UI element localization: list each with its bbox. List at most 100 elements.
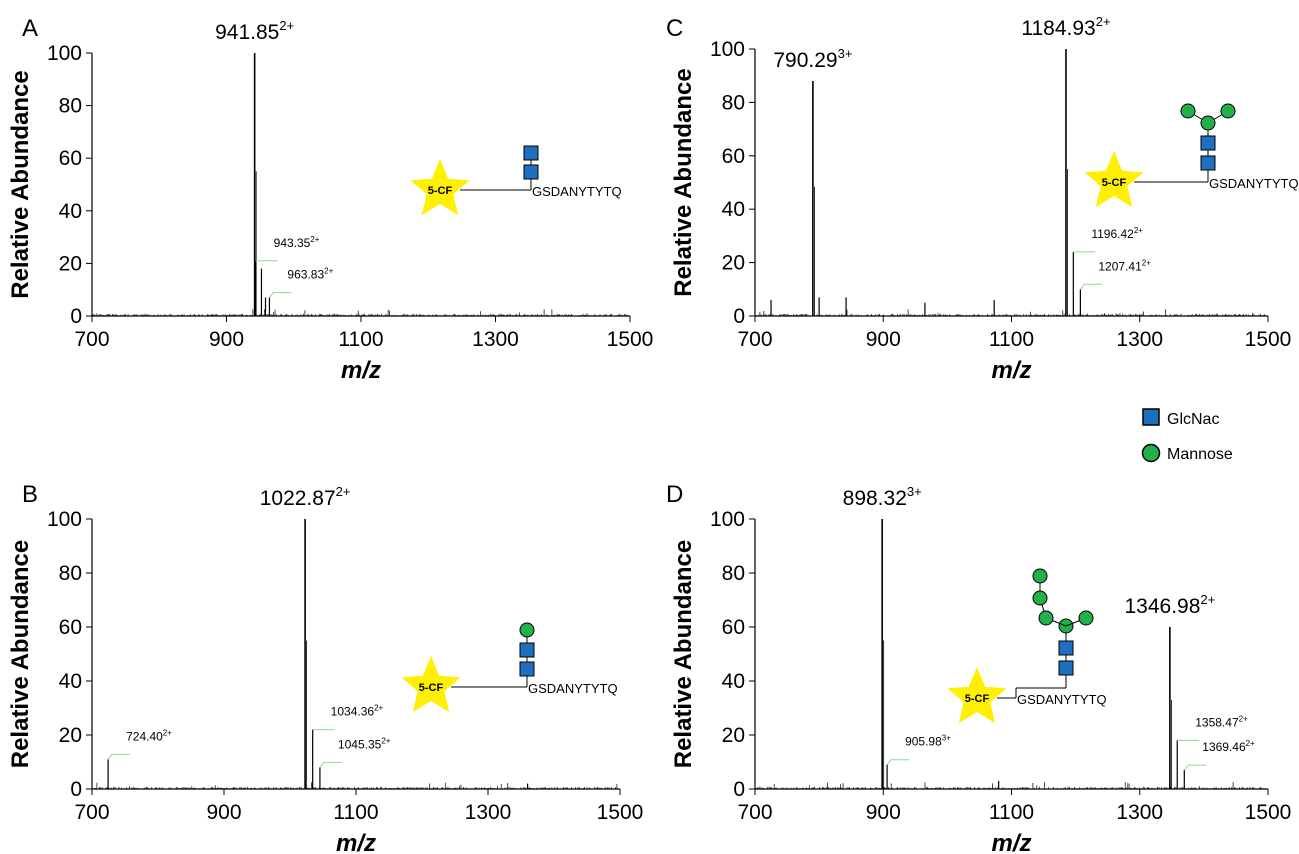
x-tick-label: 1500	[607, 328, 654, 351]
y-tick-label: 60	[722, 616, 745, 639]
y-tick-label: 60	[59, 147, 82, 170]
callout-line	[1079, 283, 1103, 290]
peak-label-small: 724.402+	[126, 728, 172, 743]
panel-b: B 0 20 40 60 80 100 700 900 1100 1300 1500 Relative …	[7, 481, 643, 854]
peak-label: 941.852+	[215, 18, 294, 44]
y-tick-label: 0	[733, 778, 745, 801]
y-axis-label: Relative Abundance	[670, 68, 697, 297]
glcnac-legend-icon	[1142, 408, 1160, 426]
x-tick-label: 700	[737, 328, 772, 351]
x-tick-label: 1300	[1116, 328, 1163, 351]
peptide-sequence: GSDANYTYTQ	[532, 184, 622, 199]
peptide-sequence: GSDANYTYTQ	[1209, 176, 1299, 191]
x-axis-label: m/z	[336, 830, 376, 854]
x-axis-label: m/z	[991, 357, 1031, 384]
mannose-circle-icon	[1032, 590, 1048, 606]
glcnac-square-icon	[523, 145, 539, 161]
x-tick-label: 1500	[597, 801, 644, 824]
peak-label-small: 963.832+	[287, 267, 333, 282]
y-tick-label: 20	[59, 724, 82, 747]
x-axis-label: m/z	[991, 830, 1031, 854]
y-tick-label: 40	[722, 198, 745, 221]
glcnac-square-icon	[1058, 660, 1074, 676]
peak-label: 1346.982+	[1125, 592, 1216, 618]
x-tick-label: 700	[74, 801, 109, 824]
peak-label-small: 1358.472+	[1195, 714, 1248, 729]
y-axis-label: Relative Abundance	[7, 70, 34, 299]
mannose-circle-icon	[1200, 115, 1216, 131]
baseline-noise	[755, 309, 1266, 316]
glycopeptide-structure: 5-CF GSDANYTYTQ	[410, 145, 622, 216]
callout-line	[107, 753, 131, 760]
mannose-circle-icon	[1078, 610, 1094, 626]
peak-label-small: 1207.412+	[1098, 258, 1151, 273]
x-tick-label: 1100	[338, 328, 383, 351]
x-tick-label: 700	[737, 801, 772, 824]
panel-letter: D	[666, 481, 683, 508]
baseline-noise	[92, 782, 618, 789]
glcnac-square-icon	[519, 642, 535, 658]
mannose-circle-icon	[1032, 568, 1048, 584]
x-tick-label: 900	[866, 801, 901, 824]
y-tick-label: 40	[722, 670, 745, 693]
peak-label: 1184.932+	[1021, 14, 1110, 40]
peak-label-small: 1045.352+	[338, 736, 391, 751]
peak-label-small: 1369.462+	[1202, 739, 1255, 754]
fluorophore-star-icon	[401, 656, 461, 713]
mannose-legend-label: Mannose	[1167, 446, 1233, 463]
glycopeptide-structure: 5-CF GSDANYTYTQ	[1084, 103, 1299, 208]
panel-d: D 0 20 40 60 80 100 700 900 1100 1300 1500 Relative …	[666, 481, 1291, 854]
y-tick-label: 80	[722, 562, 745, 585]
y-tick-label: 0	[70, 778, 82, 801]
peak-label-small: 1196.422+	[1091, 226, 1143, 241]
glcnac-square-icon	[519, 661, 535, 677]
callout-line	[1183, 764, 1207, 771]
panel-a: A 0 20 40 60 80 100 700 900 1100 1300 1500 Relative …	[7, 15, 653, 384]
y-tick-label: 0	[70, 305, 82, 328]
glcnac-square-icon	[1200, 155, 1216, 171]
x-tick-label: 700	[74, 328, 109, 351]
glcnac-square-icon	[523, 164, 539, 180]
peptide-sequence: GSDANYTYTQ	[528, 681, 618, 696]
y-tick-label: 40	[59, 200, 82, 223]
y-axis-label: Relative Abundance	[670, 540, 697, 769]
x-tick-label: 1500	[1245, 801, 1292, 824]
y-tick-label: 80	[722, 91, 745, 114]
baseline-noise	[755, 782, 1266, 789]
x-tick-label: 900	[206, 801, 241, 824]
x-tick-label: 1300	[1116, 801, 1163, 824]
fluorophore-label: 5-CF	[965, 693, 990, 705]
glycan-legend: GlcNac Mannose	[1141, 408, 1233, 463]
y-tick-label: 60	[59, 616, 82, 639]
glcnac-legend-label: GlcNac	[1167, 411, 1219, 428]
peak-label-small: 1034.362+	[331, 704, 384, 719]
x-tick-label: 1100	[989, 328, 1034, 351]
x-tick-label: 1300	[465, 801, 512, 824]
y-axis-label: Relative Abundance	[7, 540, 34, 769]
fluorophore-star-icon	[410, 159, 470, 216]
glcnac-square-icon	[1200, 135, 1216, 151]
panel-letter: B	[22, 481, 38, 508]
y-tick-label: 0	[733, 305, 745, 328]
y-tick-label: 20	[59, 252, 82, 275]
y-tick-label: 60	[722, 145, 745, 168]
y-tick-label: 100	[710, 508, 745, 531]
peak-label: 790.293+	[773, 46, 852, 72]
fluorophore-label: 5-CF	[419, 682, 444, 694]
peak-label-small: 943.352+	[274, 235, 320, 250]
peak-label-small: 905.983+	[905, 734, 951, 749]
callout-line	[269, 292, 292, 298]
panel-letter: C	[666, 15, 683, 42]
glcnac-square-icon	[1058, 640, 1074, 656]
y-tick-label: 100	[47, 508, 82, 531]
mannose-circle-icon	[519, 622, 535, 638]
y-tick-label: 100	[47, 42, 82, 65]
mannose-circle-icon	[1180, 103, 1196, 119]
glycopeptide-structure: 5-CF GSDANYTYTQ	[401, 622, 618, 713]
mannose-legend-icon	[1141, 443, 1161, 463]
glycopeptide-structure: 5-CF GSDANYTYTQ	[947, 568, 1107, 724]
y-tick-label: 100	[710, 38, 745, 61]
x-tick-label: 1100	[989, 801, 1034, 824]
y-tick-label: 40	[59, 670, 82, 693]
